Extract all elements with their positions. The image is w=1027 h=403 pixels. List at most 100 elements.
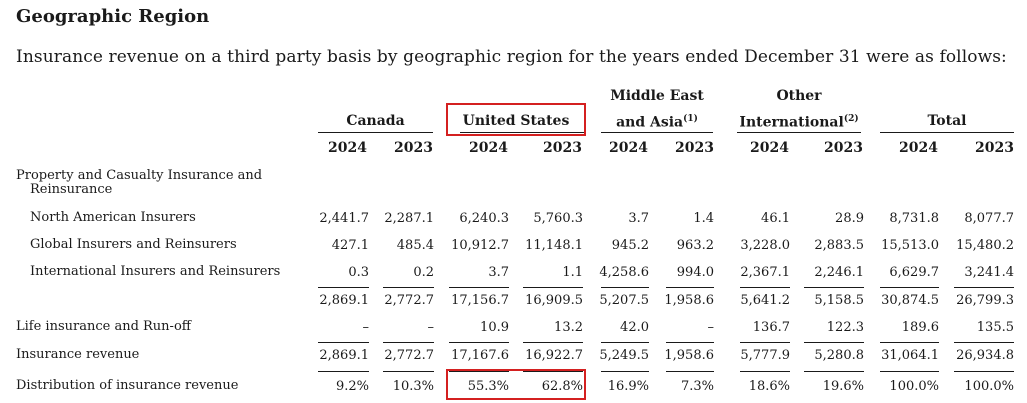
sum-underline: [740, 287, 790, 288]
table-cell: 122.3: [826, 320, 864, 335]
row-label-insurance-revenue: Insurance revenue: [16, 347, 140, 362]
sum-underline: [601, 371, 649, 372]
other-underline: [737, 132, 861, 133]
table-cell: 100.0%: [889, 379, 939, 394]
row-label-international: International Insurers and Reinsurers: [30, 264, 281, 279]
sum-underline: [523, 371, 583, 372]
sum-underline: [804, 371, 864, 372]
table-cell: 62.8%: [541, 379, 583, 394]
sum-underline: [740, 371, 790, 372]
section-label-line1: Property and Casualty Insurance and: [16, 168, 263, 183]
table-cell: 994.0: [676, 265, 714, 280]
sum-underline: [318, 371, 369, 372]
table-cell: –: [362, 320, 370, 335]
table-cell: –: [707, 320, 715, 335]
table-cell: 30,874.5: [881, 293, 939, 308]
header-middle-east-line2: and Asia(1): [601, 111, 713, 132]
canada-underline: [318, 132, 433, 133]
table-cell: 1.1: [562, 265, 583, 280]
table-cell: 136.7: [752, 320, 790, 335]
table-cell: 2,869.1: [319, 348, 369, 363]
year-header: 2024: [899, 140, 938, 156]
sum-underline: [880, 342, 939, 343]
sum-underline: [318, 342, 369, 343]
table-cell: 17,167.6: [451, 348, 509, 363]
table-cell: 2,246.1: [814, 265, 864, 280]
table-cell: 945.2: [611, 238, 649, 253]
row-label-north-american: North American Insurers: [30, 210, 196, 225]
table-cell: 3.7: [628, 211, 649, 226]
sum-underline: [318, 287, 369, 288]
header-other-line2: International(2): [737, 111, 861, 132]
sum-underline: [601, 287, 649, 288]
sum-underline: [383, 342, 434, 343]
table-cell: 1,958.6: [664, 293, 714, 308]
table-cell: 0.2: [413, 265, 434, 280]
section-title: Geographic Region: [16, 6, 210, 27]
table-cell: 18.6%: [748, 379, 790, 394]
header-other-text: International: [739, 114, 844, 131]
table-cell: 5,158.5: [814, 293, 864, 308]
table-cell: 0.3: [348, 265, 369, 280]
sum-underline: [804, 287, 864, 288]
table-cell: 5,207.5: [599, 293, 649, 308]
table-cell: 8,731.8: [889, 211, 939, 226]
sum-underline: [666, 342, 714, 343]
table-cell: 55.3%: [467, 379, 509, 394]
table-cell: 16.9%: [607, 379, 649, 394]
table-cell: 6,240.3: [459, 211, 509, 226]
table-cell: 10,912.7: [451, 238, 509, 253]
table-cell: 3,228.0: [740, 238, 790, 253]
table-cell: 17,156.7: [451, 293, 509, 308]
sum-underline: [449, 287, 509, 288]
sum-underline: [804, 342, 864, 343]
sum-underline: [880, 287, 939, 288]
table-cell: 1.4: [693, 211, 714, 226]
table-cell: 16,922.7: [525, 348, 583, 363]
table-cell: 8,077.7: [964, 211, 1014, 226]
row-label-distribution: Distribution of insurance revenue: [16, 378, 239, 393]
sum-underline: [740, 342, 790, 343]
row-label-global: Global Insurers and Reinsurers: [30, 237, 237, 252]
sum-underline: [666, 371, 714, 372]
table-cell: 100.0%: [964, 379, 1014, 394]
header-canada: Canada: [346, 113, 405, 129]
sum-underline: [601, 342, 649, 343]
footnote-2: (2): [843, 114, 859, 124]
table-cell: 9.2%: [335, 379, 369, 394]
table-cell: 2,441.7: [319, 211, 369, 226]
year-header: 2024: [750, 140, 789, 156]
header-middle-east-line1: Middle East: [610, 88, 704, 104]
year-header: 2023: [394, 140, 433, 156]
sum-underline: [383, 371, 434, 372]
table-cell: 28.9: [835, 211, 864, 226]
sum-underline: [523, 287, 583, 288]
section-label-line2: Reinsurance: [30, 182, 113, 197]
table-cell: 10.3%: [392, 379, 434, 394]
table-cell: 2,869.1: [319, 293, 369, 308]
table-cell: 2,772.7: [384, 293, 434, 308]
table-cell: 5,777.9: [740, 348, 790, 363]
year-header: 2023: [543, 140, 582, 156]
table-cell: 5,760.3: [533, 211, 583, 226]
table-cell: 10.9: [480, 320, 509, 335]
year-header: 2024: [469, 140, 508, 156]
table-cell: 16,909.5: [525, 293, 583, 308]
header-total: Total: [927, 113, 967, 129]
table-cell: 2,367.1: [740, 265, 790, 280]
year-header: 2023: [824, 140, 863, 156]
table-cell: 1,958.6: [664, 348, 714, 363]
table-cell: 31,064.1: [881, 348, 939, 363]
sum-underline: [666, 287, 714, 288]
table-cell: 5,249.5: [599, 348, 649, 363]
header-mea-text: and Asia: [616, 114, 684, 131]
us-underline: [460, 132, 585, 133]
sum-underline: [954, 371, 1014, 372]
table-cell: –: [427, 320, 435, 335]
table-cell: 2,772.7: [384, 348, 434, 363]
table-cell: 3,241.4: [964, 265, 1014, 280]
table-cell: 26,799.3: [956, 293, 1014, 308]
table-cell: 26,934.8: [956, 348, 1014, 363]
header-other-line1: Other: [776, 88, 822, 104]
sum-underline: [449, 371, 509, 372]
